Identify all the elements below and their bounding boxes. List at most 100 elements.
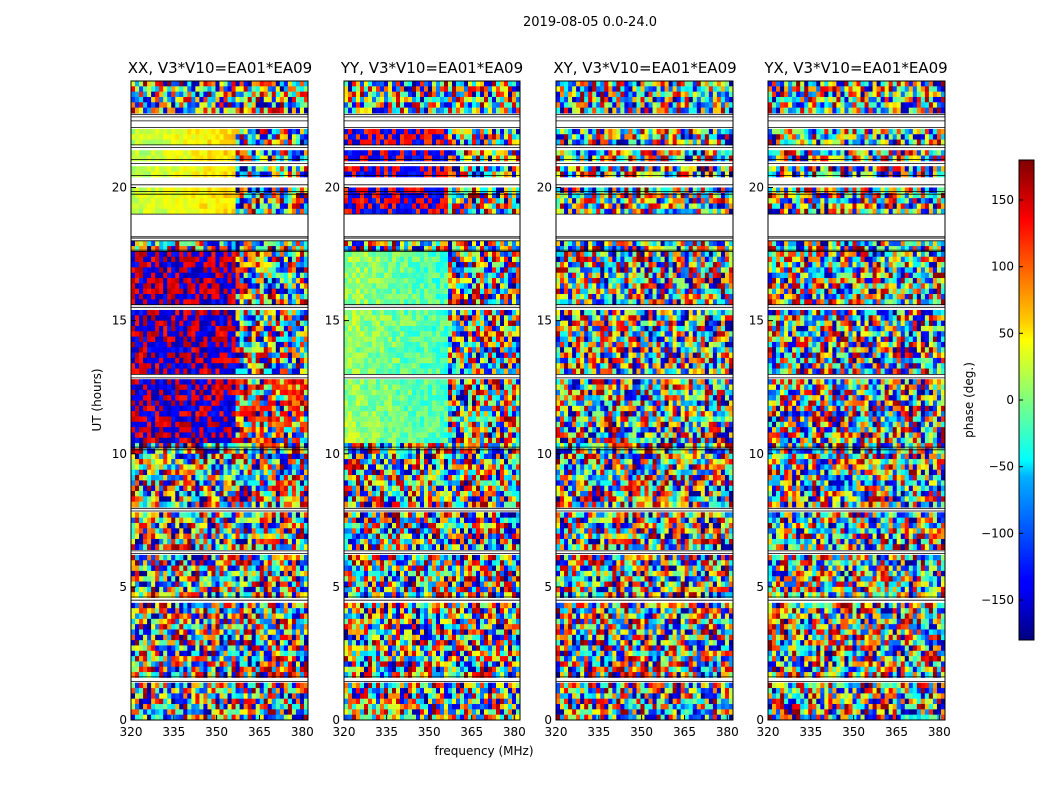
heatmap-cell [295,704,301,710]
heatmap-cell [151,389,156,396]
heatmap-cell [275,294,281,300]
heatmap-cell [231,331,236,337]
heatmap-cell [259,629,265,636]
heatmap-cell [271,294,277,300]
heatmap-cell [163,640,168,646]
heatmap-cell [207,522,212,529]
heatmap-cell [291,352,297,359]
heatmap-cell [243,443,249,449]
heatmap-cell [215,352,220,359]
heatmap-cell [231,656,236,662]
heatmap-cell [147,608,152,614]
heatmap-cell [259,698,265,705]
heatmap-cell [287,352,293,359]
heatmap-cell [155,693,160,700]
heatmap-cell [199,491,204,497]
heatmap-cell [183,405,188,412]
heatmap-cell [271,613,277,620]
heatmap-cell [440,150,445,156]
heatmap-cell [187,278,192,284]
heatmap-cell [512,150,517,156]
heatmap-cell [239,203,245,210]
heatmap-cell [131,427,136,433]
heatmap-cell [287,448,293,455]
heatmap-cell [147,485,152,492]
heatmap-cell [504,96,509,103]
heatmap-cell [267,427,273,433]
heatmap-cell [287,602,293,609]
heatmap-cell [223,602,228,609]
heatmap-cell [155,411,160,417]
heatmap-cell [239,491,245,497]
heatmap-cell [263,299,269,306]
heatmap-cell [203,698,208,705]
heatmap-cell [135,198,140,204]
heatmap-cell [275,411,281,417]
heatmap-cell [251,608,257,614]
heatmap-cell [303,682,309,689]
heatmap-cell [167,432,172,439]
heatmap-cell [135,421,140,428]
heatmap-cell [211,650,216,657]
heatmap-cell [251,672,257,678]
heatmap-cell [251,453,257,460]
heatmap-cell [131,91,136,98]
heatmap-cell [291,602,297,609]
heatmap-cell [271,107,277,114]
heatmap-cell [303,416,309,423]
heatmap-cell [271,586,277,593]
heatmap-cell [247,480,253,487]
heatmap-cell [211,688,216,694]
heatmap-cell [251,379,257,385]
heatmap-cell [207,698,212,705]
heatmap-cell [171,283,176,290]
heatmap-cell [179,294,184,300]
heatmap-cell [287,347,293,353]
heatmap-cell [247,528,253,535]
heatmap-cell [231,432,236,439]
heatmap-cell [155,698,160,705]
heatmap-cell [159,278,164,284]
heatmap-cell [147,666,152,673]
heatmap-cell [139,395,144,401]
heatmap-cell [183,240,188,247]
heatmap-cell [235,640,241,646]
heatmap-cell [203,240,208,247]
heatmap-cell [227,485,232,492]
heatmap-cell [231,198,236,204]
heatmap-cell [243,672,249,678]
heatmap-cell [247,81,253,87]
heatmap-cell [223,208,228,215]
heatmap-cell [171,709,176,716]
heatmap-cell [215,698,220,705]
heatmap-cell [239,640,245,646]
heatmap-cell [287,395,293,401]
heatmap-cell [360,139,365,146]
heatmap-cell [167,107,172,114]
heatmap-cell [255,389,261,396]
heatmap-cell [239,91,245,98]
heatmap-cell [243,714,249,721]
heatmap-cell [195,416,200,423]
heatmap-cell [235,475,241,481]
heatmap-cell [211,150,216,156]
heatmap-cell [211,432,216,439]
heatmap-cell [131,533,136,540]
heatmap-cell [211,634,216,641]
heatmap-cell [496,102,501,109]
heatmap-cell [231,538,236,545]
heatmap-cell [251,629,257,636]
heatmap-cell [247,560,253,566]
heatmap-cell [275,714,281,721]
heatmap-cell [243,698,249,705]
heatmap-cell [420,96,425,103]
heatmap-cell [279,299,285,306]
heatmap-cell [364,155,369,162]
heatmap-cell [247,368,253,375]
heatmap-cell [191,150,196,156]
heatmap-cell [179,341,184,348]
heatmap-cell [279,272,285,279]
heatmap-cell [131,480,136,487]
heatmap-cell [287,107,293,114]
heatmap-cell [488,96,493,103]
